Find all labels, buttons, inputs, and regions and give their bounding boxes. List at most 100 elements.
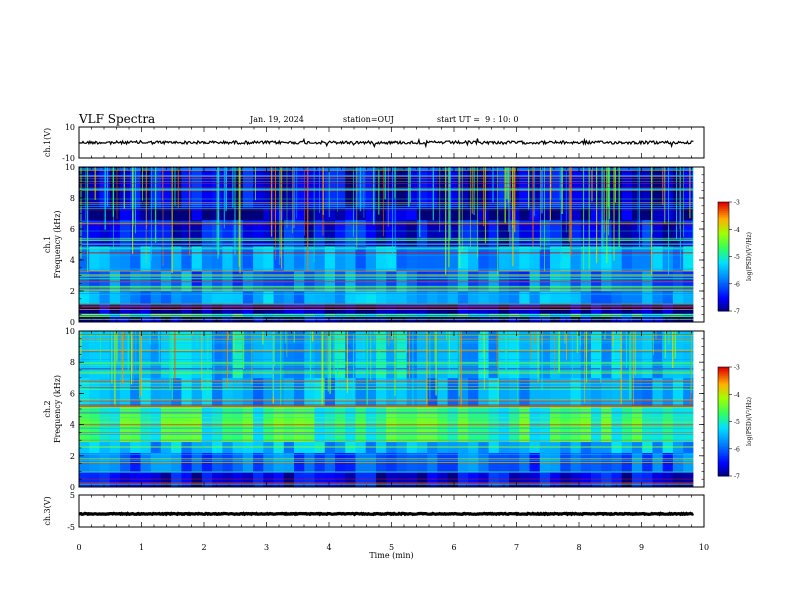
spectrogram-cell xyxy=(478,219,490,247)
spectrogram-cell xyxy=(631,219,643,247)
colorbar-swatch xyxy=(718,394,729,397)
spectrogram-cell xyxy=(427,331,438,379)
spectrogram-cell xyxy=(631,331,643,379)
spectrogram-cell xyxy=(631,303,643,314)
spectrogram-cell xyxy=(191,246,203,272)
spectrogram-cell xyxy=(150,303,162,314)
spectrogram-cell xyxy=(324,246,336,272)
spectrogram-cell xyxy=(212,331,223,379)
spectrogram-cell xyxy=(304,405,316,443)
spectrogram-cell xyxy=(416,219,428,247)
spectrogram-cell xyxy=(631,377,643,407)
spectrogram-cell xyxy=(621,377,633,407)
spectrogram-cell xyxy=(621,270,633,292)
y-tick-label: 4 xyxy=(70,256,75,265)
spectrogram-cell xyxy=(662,291,674,304)
spectrogram-cell xyxy=(642,207,654,220)
spectrogram-cell xyxy=(273,291,285,304)
spectrogram-cell xyxy=(457,331,469,379)
spectrogram-cell xyxy=(324,270,336,292)
spectrogram-cell xyxy=(253,331,264,379)
spectrogram-cell xyxy=(355,246,367,272)
spectrogram-cell xyxy=(539,270,551,292)
spectrogram-cell xyxy=(160,291,172,304)
x-tick-label: 3 xyxy=(264,543,269,552)
spectrogram-cell xyxy=(79,377,90,407)
spectrogram-cell xyxy=(89,405,101,443)
spectrogram-cell xyxy=(447,246,459,272)
spectrogram-cell xyxy=(263,270,275,292)
spectrogram-cell xyxy=(119,291,131,304)
colorbar-swatch xyxy=(718,276,729,279)
spectrogram-cell xyxy=(283,331,295,379)
colorbar-swatch xyxy=(718,432,729,435)
spectrogram-cell xyxy=(478,377,490,407)
spectrogram-cell xyxy=(386,331,398,379)
colorbar-swatch xyxy=(718,425,729,428)
spectrogram-cell xyxy=(386,291,398,304)
y-tick-label: -5 xyxy=(67,523,75,532)
colorbar-swatch xyxy=(718,368,729,372)
colorbar-swatch xyxy=(718,209,729,212)
spectrogram-cell xyxy=(468,246,479,272)
spectrogram-cell xyxy=(570,405,582,443)
spectrogram-cell xyxy=(672,219,684,247)
spectrogram-cell xyxy=(642,377,654,407)
spectrogram-cell xyxy=(119,219,131,247)
spectrogram-cell xyxy=(611,377,623,407)
x-tick-label: 5 xyxy=(389,543,394,552)
spectrogram-cell xyxy=(212,303,223,314)
spectrogram-cell xyxy=(560,405,572,443)
spectrogram-cell xyxy=(314,246,326,272)
spectrogram-cell xyxy=(253,270,264,292)
spectrogram-cell xyxy=(580,303,592,314)
spectrogram-cell xyxy=(345,405,357,443)
colorbar-label: log(PSD)(V²/Hz) xyxy=(746,232,753,281)
spectrogram-cell xyxy=(150,331,162,379)
colorbar-swatch xyxy=(718,450,729,453)
spectrogram-cell xyxy=(416,331,428,379)
colorbar-swatch xyxy=(718,229,729,232)
spectrogram-cell xyxy=(386,405,398,443)
ch1-colorbar: -3 -4 -5 -6 -7 log(PSD)(V²/Hz) xyxy=(717,200,753,316)
colorbar-swatch xyxy=(718,285,729,288)
spectrogram-cell xyxy=(171,246,182,272)
colorbar-swatch xyxy=(718,376,729,379)
spectrogram-cell xyxy=(396,291,408,304)
spectrogram-cell xyxy=(621,207,633,220)
spectrogram-cell xyxy=(601,377,613,407)
spectrogram-cell xyxy=(222,246,234,272)
colorbar-swatch xyxy=(718,223,729,227)
spectrogram-cell xyxy=(560,331,572,379)
colorbar-swatch xyxy=(718,439,729,442)
spectrogram-cell xyxy=(396,270,408,292)
spectrogram-cell xyxy=(222,377,234,407)
colorbar-swatch xyxy=(718,307,729,310)
spectrogram-cell xyxy=(232,405,244,443)
spectrogram-cell xyxy=(324,291,336,304)
colorbar-swatch xyxy=(718,465,729,468)
spectrogram-cell xyxy=(386,270,398,292)
spectrogram-cell xyxy=(171,219,182,247)
colorbar-swatch xyxy=(718,437,729,441)
spectrogram-cell xyxy=(232,207,244,220)
colorbar-swatch xyxy=(718,240,729,243)
spectrogram-cell xyxy=(253,291,264,304)
colorbar-swatch xyxy=(718,423,729,426)
spectrogram-cell xyxy=(683,270,694,292)
spectrogram-cell xyxy=(570,246,582,272)
spectrogram-cell xyxy=(334,246,346,272)
colorbar-swatch xyxy=(718,258,729,261)
spectrogram-cell xyxy=(662,303,674,314)
colorbar-swatch xyxy=(718,474,729,477)
spectrogram-cell xyxy=(396,219,408,247)
spectrogram-cell xyxy=(222,405,234,443)
colorbar-swatch xyxy=(718,430,729,433)
spectrogram-cell xyxy=(273,405,285,443)
colorbar-swatch xyxy=(718,236,729,239)
spectrogram-cell xyxy=(611,207,623,220)
colorbar-swatch xyxy=(718,252,729,256)
spectrogram-cell xyxy=(437,331,449,379)
no-data-region xyxy=(693,331,704,487)
colorbar-swatch xyxy=(718,383,729,386)
